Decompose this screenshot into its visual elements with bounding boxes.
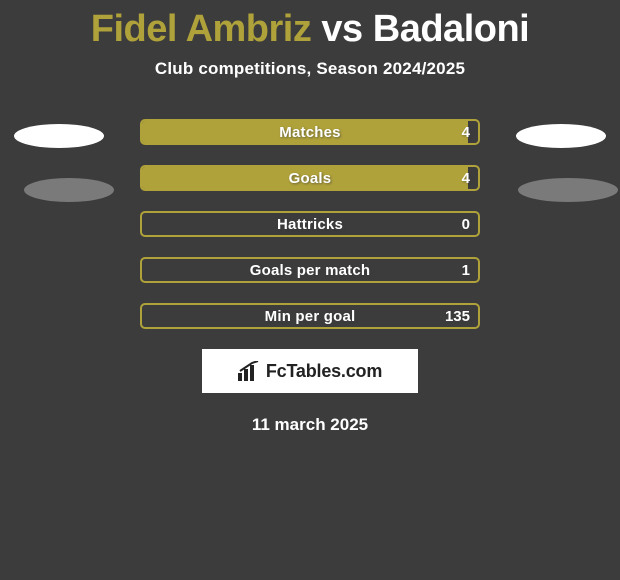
chart-icon — [238, 361, 260, 381]
stat-value-right: 4 — [462, 167, 470, 189]
brand-badge: FcTables.com — [202, 349, 418, 393]
stat-label: Matches — [142, 121, 478, 143]
stat-value-right: 0 — [462, 213, 470, 235]
stat-rows: Matches 4 Goals 4 Hattricks 0 Goals per … — [0, 119, 620, 329]
player2-name: Badaloni — [373, 8, 529, 50]
brand-text: FcTables.com — [266, 361, 382, 382]
stat-row-goals-per-match: Goals per match 1 — [140, 257, 480, 283]
page-title: Fidel Ambriz vs Badaloni — [0, 0, 620, 51]
stat-row-matches: Matches 4 — [140, 119, 480, 145]
stat-value-right: 135 — [445, 305, 470, 327]
player1-name: Fidel Ambriz — [91, 8, 312, 50]
stat-row-hattricks: Hattricks 0 — [140, 211, 480, 237]
stat-value-right: 1 — [462, 259, 470, 281]
stat-value-right: 4 — [462, 121, 470, 143]
date-text: 11 march 2025 — [0, 415, 620, 435]
stat-label: Min per goal — [142, 305, 478, 327]
stat-label: Goals — [142, 167, 478, 189]
stat-row-goals: Goals 4 — [140, 165, 480, 191]
stat-label: Hattricks — [142, 213, 478, 235]
stat-label: Goals per match — [142, 259, 478, 281]
stat-row-min-per-goal: Min per goal 135 — [140, 303, 480, 329]
vs-text: vs — [321, 8, 362, 50]
subtitle: Club competitions, Season 2024/2025 — [0, 59, 620, 79]
